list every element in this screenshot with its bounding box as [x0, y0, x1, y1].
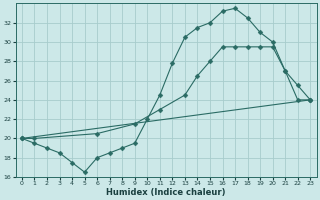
- X-axis label: Humidex (Indice chaleur): Humidex (Indice chaleur): [106, 188, 226, 197]
